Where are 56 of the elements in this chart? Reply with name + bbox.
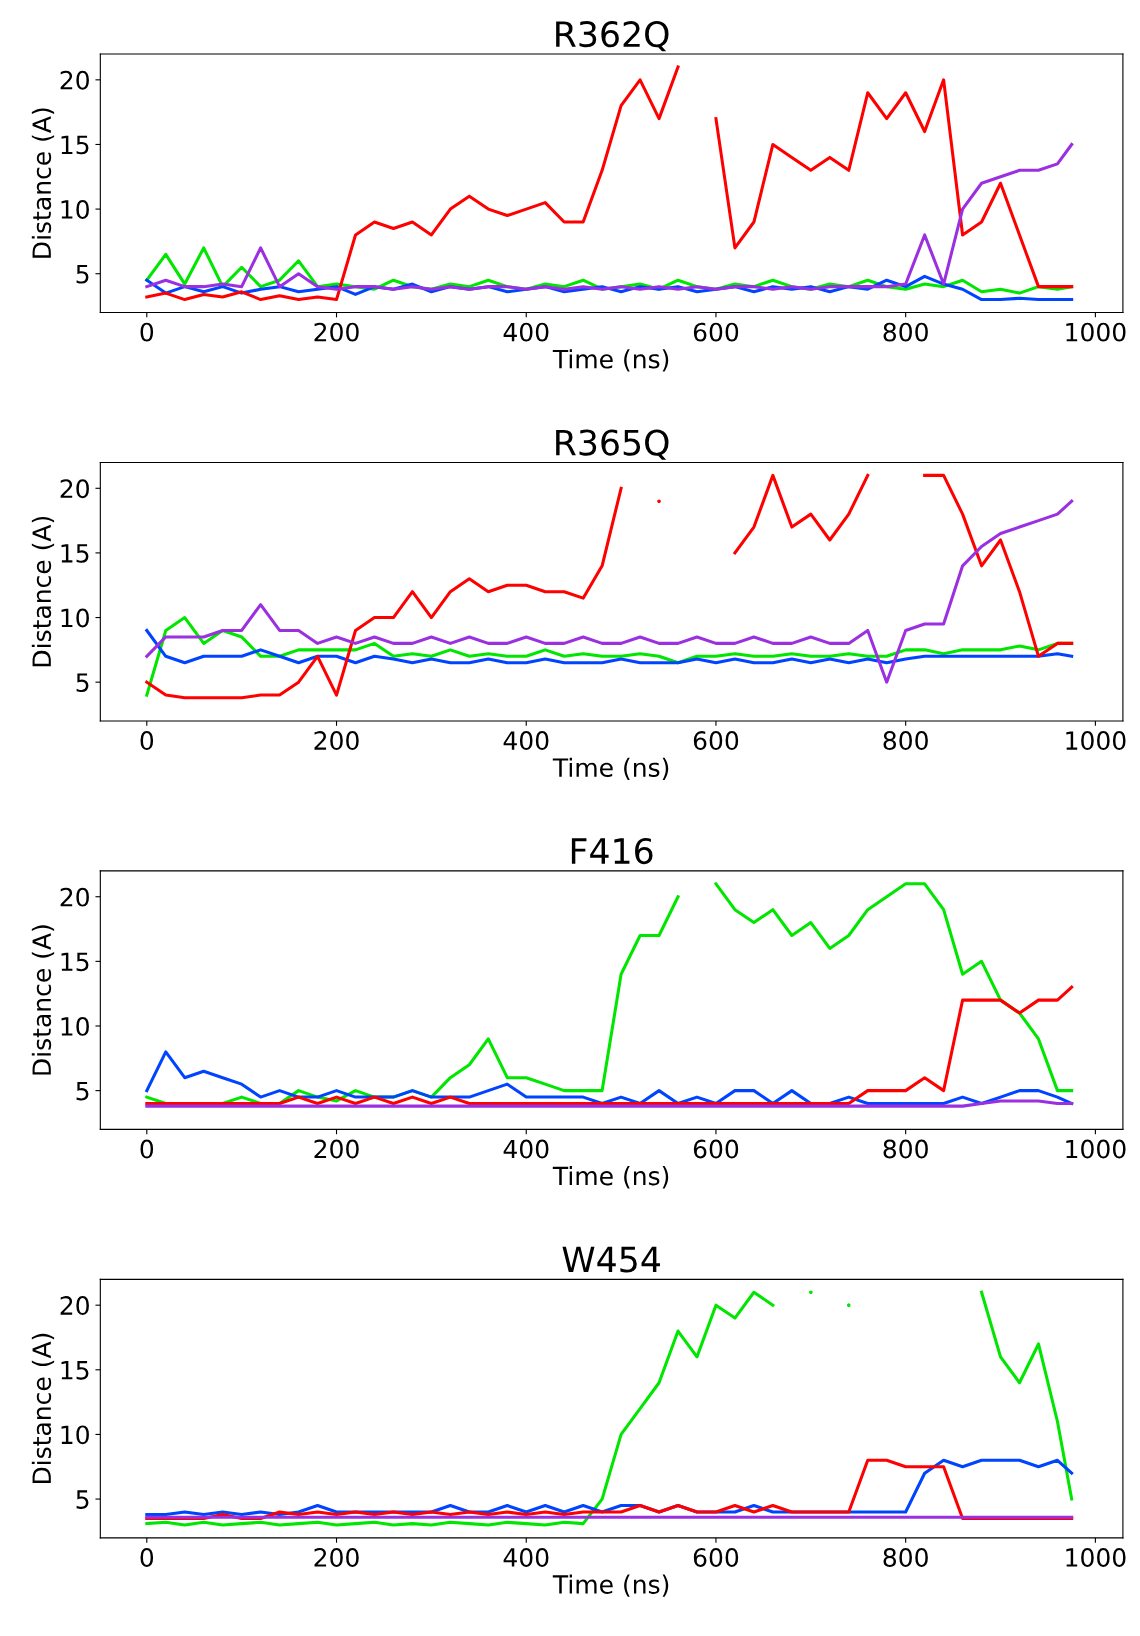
x-tick-label: 1000	[1066, 1139, 1126, 1159]
x-axis-title: Time (ns)	[552, 757, 669, 780]
x-tick-label: 1000	[1066, 731, 1126, 751]
x-tick-label: 0	[140, 731, 154, 751]
y-tick-label: 5	[76, 1081, 89, 1101]
x-tick-label: 200	[314, 1548, 359, 1567]
x-tick-label: 400	[503, 322, 549, 342]
y-tick-label: 15	[61, 952, 89, 972]
x-tick-label: 800	[883, 1139, 928, 1159]
x-tick-label: 0	[140, 322, 154, 342]
y-tick-label: 20	[60, 479, 89, 499]
x-axis-title: Time (ns)	[552, 1574, 669, 1597]
x-tick-label: 800	[883, 322, 928, 342]
y-axis-title: Distance (A)	[31, 516, 55, 667]
x-axis-title: Time (ns)	[552, 1166, 669, 1189]
x-tick-label: 0	[140, 1548, 154, 1567]
y-tick-label: 15	[61, 544, 89, 563]
y-tick-label: 5	[76, 264, 89, 284]
x-tick-label: 400	[503, 1139, 549, 1159]
y-axis-title: Distance (A)	[31, 108, 55, 258]
line-series	[145, 628, 1074, 665]
y-axis-title: Distance (A)	[31, 1333, 55, 1484]
x-tick-label: 400	[503, 731, 549, 751]
y-tick-label: 10	[61, 608, 89, 628]
y-tick-label: 20	[60, 70, 89, 90]
chart-title: R362Q	[556, 21, 669, 52]
y-tick-label: 5	[76, 1490, 89, 1509]
x-tick-label: 600	[693, 1548, 739, 1567]
x-tick-label: 200	[314, 322, 359, 342]
x-tick-label: 600	[693, 322, 739, 342]
chart-title: R365Q	[556, 429, 669, 460]
x-axis-title: Time (ns)	[552, 349, 669, 372]
y-tick-label: 15	[61, 1361, 89, 1380]
x-tick-label: 600	[693, 1139, 739, 1159]
y-tick-label: 5	[76, 673, 89, 693]
y-tick-label: 20	[60, 1296, 89, 1316]
line-series	[145, 985, 1074, 1106]
x-tick-label: 0	[140, 1139, 154, 1159]
x-tick-label: 400	[503, 1548, 549, 1567]
y-tick-label: 10	[61, 200, 89, 219]
x-tick-label: 200	[314, 1139, 359, 1159]
y-tick-label: 10	[61, 1425, 89, 1445]
chart-title: W454	[562, 1246, 660, 1273]
y-tick-label: 15	[61, 135, 89, 155]
x-tick-label: 200	[314, 731, 359, 751]
y-tick-label: 10	[61, 1016, 89, 1036]
line-series	[145, 499, 1074, 684]
chart-title: F416	[571, 837, 653, 865]
y-tick-label: 20	[60, 887, 89, 907]
y-axis-title: Distance (A)	[31, 925, 55, 1075]
x-tick-label: 600	[693, 731, 739, 751]
x-tick-label: 800	[883, 731, 928, 751]
x-tick-label: 800	[883, 1548, 928, 1567]
line-series	[145, 142, 1074, 291]
x-tick-label: 1000	[1066, 1548, 1126, 1567]
x-tick-label: 1000	[1066, 322, 1126, 342]
